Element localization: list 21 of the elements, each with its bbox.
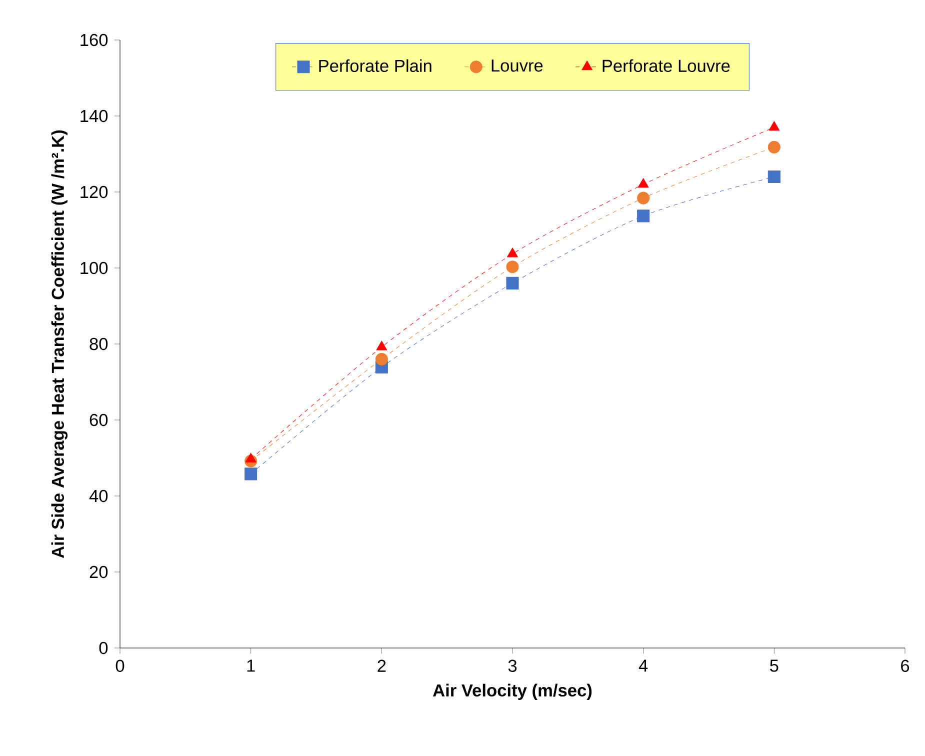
x-tick-label: 5 bbox=[770, 660, 778, 672]
x-axis-title: Air Velocity (m/sec) bbox=[432, 684, 592, 700]
legend-label: Perforate Plain bbox=[319, 59, 432, 72]
y-tick-label: 40 bbox=[89, 490, 108, 502]
legend-label: Louvre bbox=[492, 60, 543, 72]
y-tick-label: 120 bbox=[80, 186, 108, 198]
y-tick-label: 100 bbox=[80, 262, 108, 274]
y-axis-title: Air Side Average Heat Transfer Coefficient (W /m².K) bbox=[51, 130, 68, 558]
y-tick-label: 20 bbox=[90, 566, 108, 578]
y-tick-label: 160 bbox=[80, 34, 108, 46]
x-tick-label: 1 bbox=[247, 660, 255, 672]
x-tick-label: 0 bbox=[116, 660, 124, 672]
x-tick-label: 4 bbox=[638, 660, 648, 672]
x-tick-label: 2 bbox=[378, 660, 386, 672]
legend-label: Perforate Louvre bbox=[602, 59, 730, 72]
y-tick-label: 140 bbox=[80, 110, 108, 122]
y-tick-label: 60 bbox=[90, 414, 108, 426]
y-tick-label: 80 bbox=[90, 338, 108, 350]
x-tick-label: 3 bbox=[508, 660, 517, 672]
x-tick-label: 6 bbox=[901, 660, 910, 672]
y-tick-label: 0 bbox=[99, 642, 108, 654]
